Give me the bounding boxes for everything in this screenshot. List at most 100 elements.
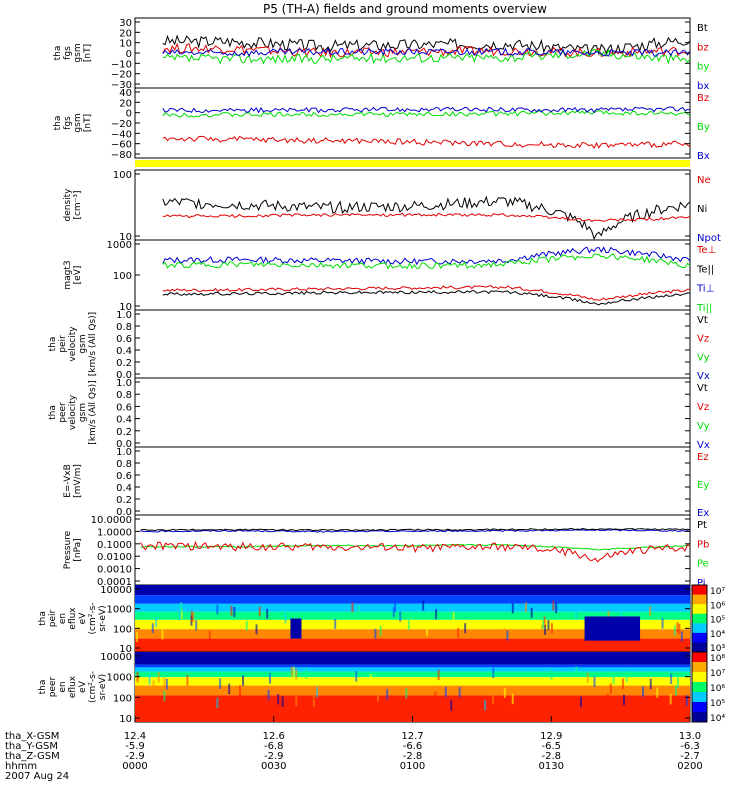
y-tick-label: 10 [119,302,132,313]
spectrogram-streak [425,625,428,636]
spectrogram-streak [369,673,372,685]
legend-entry-Pi: Pi [697,578,706,589]
spectrogram-band [135,667,690,672]
panel-frame-6 [134,377,691,448]
y-axis-label: thapeerenefluxeV(cm²-s-sr-eV) [38,671,108,703]
spectrogram-streak [544,624,547,635]
spectrogram-streak [233,607,236,618]
spectrogram-streak [163,690,166,702]
y-tick-label: 10000 [100,652,132,663]
y-tick-label: 10 [119,714,132,725]
spectrogram-streak [552,600,555,611]
y-axis-label-line: en [58,681,68,692]
y-axis-label: density[cm⁻³] [63,188,83,222]
spectrogram-streak [530,607,533,618]
spectrogram-streak [216,604,219,615]
y-axis-label-line: tha [48,405,58,420]
x-tick-label: -2.9 [125,751,145,762]
y-axis-label-line: [eV] [73,266,83,285]
spectrogram-streak [625,671,628,682]
spectrogram-streak [452,611,455,622]
panel-frame-2 [134,87,691,159]
y-tick-label: 100 [113,170,132,181]
legend-entry-bx: bx [697,81,709,92]
panel-frame-5 [134,309,691,379]
y-tick-label: 100 [113,693,132,704]
spectrogram-streak [606,693,609,705]
spectrogram-band [135,638,690,652]
spectrogram-streak [208,630,211,641]
spectrogram-streak [506,630,509,641]
spectrogram-streak [543,616,546,627]
legend-entry-Pb: Pb [697,539,709,550]
spectrogram-streak [575,609,578,620]
colorbar-tick-label: 10⁷ [710,587,725,597]
colorbar-tick-label: 10⁶ [710,601,725,611]
colorbar-tick-label: 10⁶ [710,684,725,694]
spectrogram-band [135,611,690,620]
spectrogram-streak [434,691,437,702]
series-line-By [162,110,691,118]
series-line-Pt [140,527,691,532]
x-tick-label: 12.7 [401,731,423,742]
y-tick-label: 1.0 [116,310,132,321]
series-line-bz [162,42,691,59]
spectrogram-streak [357,605,360,616]
legend-entry-Pt: Pt [697,520,707,531]
y-tick-label: −20 [111,70,132,81]
colorbar-tick-label: 10⁴ [710,630,725,640]
legend-entry-by: by [697,62,709,73]
spectrogram-streak [192,612,195,623]
y-axis-label-line: tha [53,46,63,61]
y-tick-label: 0.1000 [97,540,132,551]
spectrogram-streak [674,685,677,696]
spectrogram-streak [190,610,193,622]
y-tick-label: 1.0 [116,378,132,389]
ephemeris-bar [135,160,690,167]
y-axis-label-line: peer [58,402,68,423]
x-tick-label: 12.4 [124,731,146,742]
y-axis-label-line: fgs [63,116,73,130]
y-tick-label: 0.2 [116,358,132,369]
spectrogram-streak [680,631,683,642]
y-tick-label: 0.0 [116,370,132,381]
spectrogram-band [135,585,690,596]
y-tick-label: 0.4 [116,415,132,426]
legend-entry-Vy: Vy [697,352,710,363]
spectrogram-streak [228,683,231,695]
spectrogram-streak [292,666,295,678]
y-axis-label-line: E=-VxB [63,464,73,498]
colorbar-segment [692,662,707,673]
x-tick-label: -6.5 [541,741,561,752]
legend-entry-bz: bz [697,42,709,53]
spectrogram-streak [216,697,219,709]
spectrogram-streak [245,620,248,631]
spectrogram-streak [444,686,447,698]
spectrogram-streak [152,680,155,691]
spectrogram-band [135,685,690,696]
spectrogram-streak [656,687,659,698]
spectrogram-streak [266,608,269,619]
y-tick-label: 0.0001 [97,577,132,588]
y-tick-label: 0.0 [116,439,132,450]
spectrogram-streak [661,618,664,629]
y-tick-label: 0.0 [116,507,132,518]
spectrogram-streak [503,628,506,639]
spectrogram-streak [504,697,507,708]
y-axis-label: thafgsgsm[nT] [53,43,93,62]
spectrogram-gap [290,618,302,639]
colorbar-tick-label: 10⁸ [710,654,725,664]
spectrogram-streak [242,675,245,686]
spectrogram-streak [267,689,270,701]
colorbar-tick-label: 10⁵ [710,699,725,709]
colorbar-segment [692,692,707,703]
y-tick-label: 40 [119,88,132,99]
spectrogram-streak [407,620,410,631]
y-tick-label: 30 [119,18,132,29]
y-tick-label: −40 [111,129,132,140]
spectrogram-streak [435,609,438,620]
spectrogram-streak [316,686,319,698]
x-tick-label: -6.8 [264,741,284,752]
x-axis-row-label: hhmm [5,761,37,772]
y-axis-label-line: [cm⁻³] [73,190,83,219]
